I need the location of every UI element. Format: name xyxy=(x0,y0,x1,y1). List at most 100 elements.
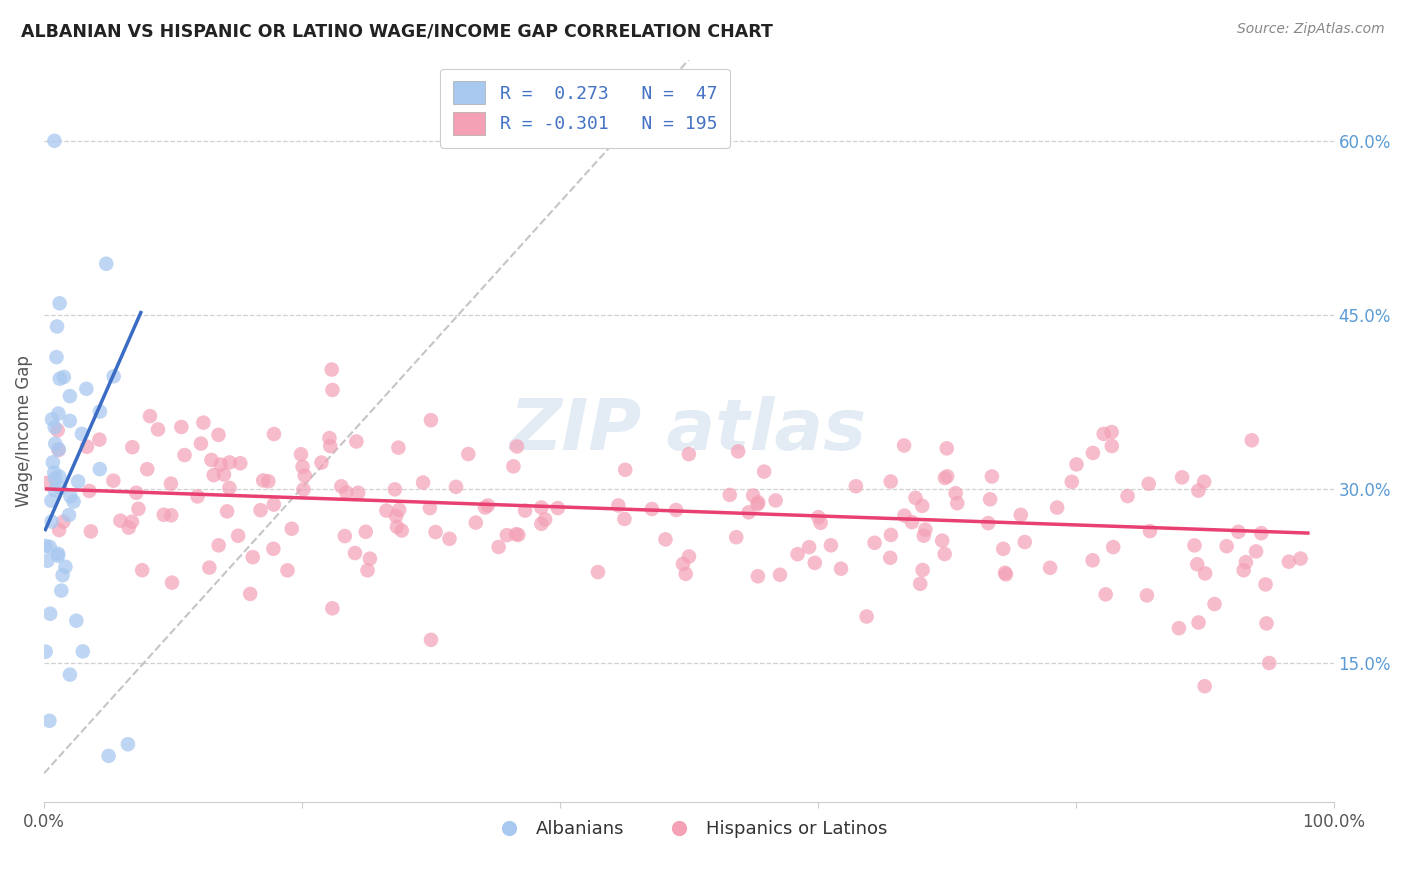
Hispanics or Latinos xyxy=(160,476,183,491)
Hispanics or Latinos xyxy=(321,362,343,376)
Albanians xyxy=(48,296,70,310)
Hispanics or Latinos xyxy=(321,601,343,615)
Albanians xyxy=(34,539,56,553)
Hispanics or Latinos xyxy=(678,549,700,564)
Hispanics or Latinos xyxy=(742,489,765,503)
Hispanics or Latinos xyxy=(797,540,820,554)
Hispanics or Latinos xyxy=(385,509,408,524)
Hispanics or Latinos xyxy=(344,434,367,449)
Hispanics or Latinos xyxy=(725,530,748,544)
Albanians xyxy=(67,475,90,489)
Hispanics or Latinos xyxy=(830,562,852,576)
Albanians xyxy=(37,554,59,568)
Hispanics or Latinos xyxy=(911,563,934,577)
Hispanics or Latinos xyxy=(103,474,125,488)
Albanians xyxy=(48,407,70,421)
Hispanics or Latinos xyxy=(292,483,315,497)
Hispanics or Latinos xyxy=(127,501,149,516)
Hispanics or Latinos xyxy=(727,444,749,458)
Hispanics or Latinos xyxy=(139,409,162,423)
Hispanics or Latinos xyxy=(505,527,527,541)
Hispanics or Latinos xyxy=(1116,489,1139,503)
Hispanics or Latinos xyxy=(249,503,271,517)
Hispanics or Latinos xyxy=(110,514,132,528)
Hispanics or Latinos xyxy=(218,455,240,469)
Hispanics or Latinos xyxy=(1204,597,1226,611)
Hispanics or Latinos xyxy=(391,524,413,538)
Hispanics or Latinos xyxy=(1060,475,1083,489)
Hispanics or Latinos xyxy=(76,440,98,454)
Hispanics or Latinos xyxy=(1233,563,1256,577)
Hispanics or Latinos xyxy=(678,447,700,461)
Text: ALBANIAN VS HISPANIC OR LATINO WAGE/INCOME GAP CORRELATION CHART: ALBANIAN VS HISPANIC OR LATINO WAGE/INCO… xyxy=(21,22,773,40)
Hispanics or Latinos xyxy=(675,566,697,581)
Albanians xyxy=(44,466,66,480)
Albanians xyxy=(34,645,56,659)
Albanians xyxy=(46,549,69,563)
Hispanics or Latinos xyxy=(263,498,285,512)
Hispanics or Latinos xyxy=(934,547,956,561)
Hispanics or Latinos xyxy=(1194,566,1216,581)
Albanians xyxy=(48,469,70,483)
Hispanics or Latinos xyxy=(146,422,169,436)
Hispanics or Latinos xyxy=(654,533,676,547)
Hispanics or Latinos xyxy=(496,528,519,542)
Hispanics or Latinos xyxy=(207,427,229,442)
Hispanics or Latinos xyxy=(1227,524,1250,539)
Hispanics or Latinos xyxy=(80,524,103,539)
Hispanics or Latinos xyxy=(354,524,377,539)
Hispanics or Latinos xyxy=(880,528,903,542)
Albanians xyxy=(58,508,80,522)
Albanians xyxy=(51,583,73,598)
Hispanics or Latinos xyxy=(607,499,630,513)
Albanians xyxy=(59,489,82,503)
Y-axis label: Wage/Income Gap: Wage/Income Gap xyxy=(15,355,32,507)
Hispanics or Latinos xyxy=(1258,656,1281,670)
Hispanics or Latinos xyxy=(125,485,148,500)
Albanians xyxy=(44,483,66,498)
Hispanics or Latinos xyxy=(79,483,101,498)
Hispanics or Latinos xyxy=(935,442,957,456)
Hispanics or Latinos xyxy=(863,536,886,550)
Hispanics or Latinos xyxy=(747,569,769,583)
Albanians xyxy=(46,547,69,561)
Hispanics or Latinos xyxy=(737,505,759,519)
Hispanics or Latinos xyxy=(1101,439,1123,453)
Hispanics or Latinos xyxy=(118,520,141,534)
Hispanics or Latinos xyxy=(979,492,1001,507)
Hispanics or Latinos xyxy=(319,439,342,453)
Hispanics or Latinos xyxy=(385,520,408,534)
Hispanics or Latinos xyxy=(914,523,936,537)
Hispanics or Latinos xyxy=(765,493,787,508)
Hispanics or Latinos xyxy=(208,538,231,552)
Hispanics or Latinos xyxy=(333,529,356,543)
Hispanics or Latinos xyxy=(420,413,443,427)
Hispanics or Latinos xyxy=(718,488,741,502)
Albanians xyxy=(96,257,118,271)
Hispanics or Latinos xyxy=(311,456,333,470)
Hispanics or Latinos xyxy=(904,491,927,505)
Albanians xyxy=(97,748,120,763)
Hispanics or Latinos xyxy=(1094,587,1116,601)
Hispanics or Latinos xyxy=(294,468,316,483)
Albanians xyxy=(44,420,66,434)
Hispanics or Latinos xyxy=(170,420,193,434)
Albanians xyxy=(41,412,63,426)
Hispanics or Latinos xyxy=(318,431,340,445)
Hispanics or Latinos xyxy=(412,475,434,490)
Hispanics or Latinos xyxy=(131,563,153,577)
Hispanics or Latinos xyxy=(121,440,143,454)
Hispanics or Latinos xyxy=(202,468,225,483)
Hispanics or Latinos xyxy=(375,503,398,517)
Hispanics or Latinos xyxy=(200,453,222,467)
Hispanics or Latinos xyxy=(229,456,252,470)
Hispanics or Latinos xyxy=(977,516,1000,530)
Hispanics or Latinos xyxy=(820,538,842,552)
Hispanics or Latinos xyxy=(908,576,931,591)
Hispanics or Latinos xyxy=(212,467,235,482)
Albanians xyxy=(38,540,60,554)
Hispanics or Latinos xyxy=(993,541,1015,556)
Albanians xyxy=(45,350,67,364)
Hispanics or Latinos xyxy=(994,566,1017,580)
Albanians xyxy=(38,714,60,728)
